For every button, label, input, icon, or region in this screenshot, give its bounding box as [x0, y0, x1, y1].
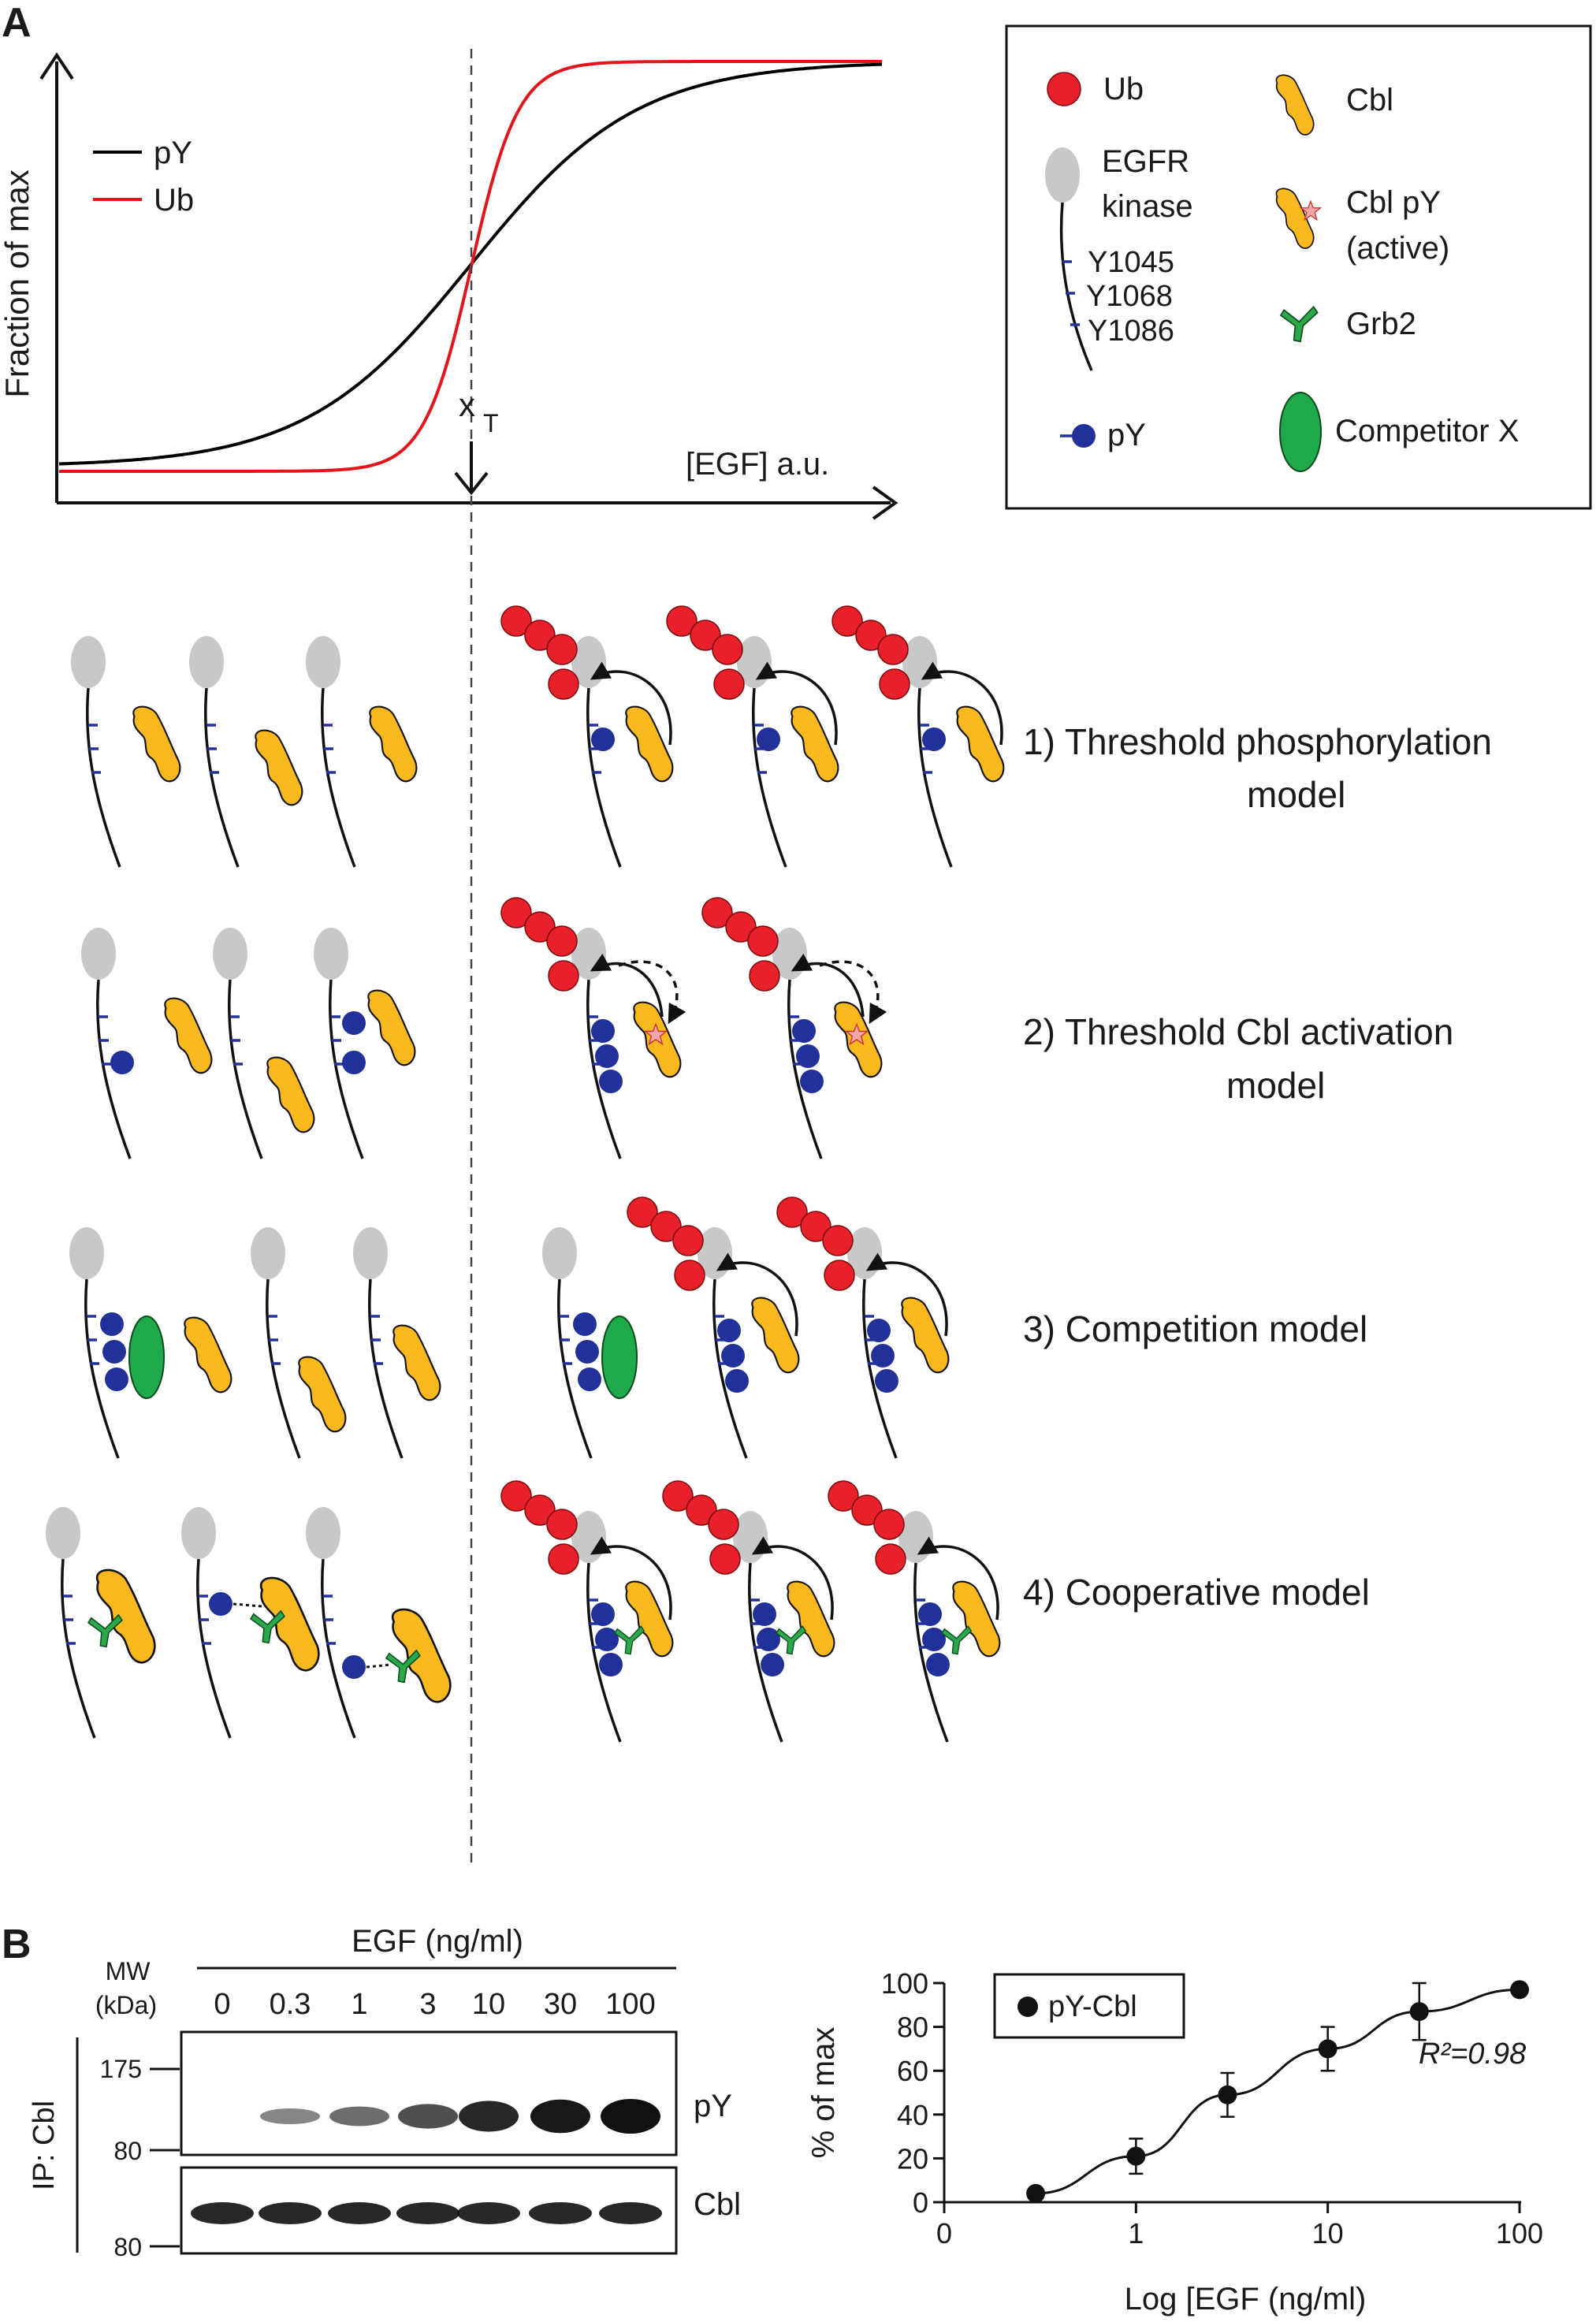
lane-label: 0.3: [270, 1988, 311, 2021]
model-4-illustration: [44, 1480, 1001, 1743]
lane-label: 100: [605, 1988, 655, 2021]
py-band: [329, 2106, 389, 2127]
py-icon: [1060, 424, 1096, 448]
cbl-band: [328, 2202, 391, 2224]
py-cbl-dose-response-chart: 0 20 40 60 80 100 0 1 10 100: [881, 1967, 1543, 2249]
data-point: [1026, 2183, 1046, 2203]
cbl-bands: [191, 2202, 662, 2224]
key-site-y1045: Y1045: [1088, 246, 1174, 279]
ub-icon: [1047, 72, 1081, 106]
y-axis-label: Fraction of max: [0, 169, 35, 397]
py-band: [459, 2101, 519, 2132]
grb2-icon: [1280, 306, 1319, 343]
legend-ub-label: Ub: [154, 183, 194, 218]
y-tick-label: 40: [897, 2099, 928, 2131]
ip-label: IP: Cbl: [28, 2101, 61, 2190]
py-band: [601, 2099, 660, 2134]
cbl-band: [599, 2202, 662, 2224]
cbl-band: [259, 2202, 322, 2224]
py-blot: [180, 2030, 678, 2156]
y-tick-label: 20: [897, 2142, 928, 2175]
py-band: [260, 2108, 320, 2124]
chart-b-legend: pY-Cbl: [993, 1973, 1185, 2039]
chart-b-legend-label: pY-Cbl: [1048, 1990, 1137, 2023]
mw-label-line2: (kDa): [95, 1991, 157, 2019]
mw-marker-175: 175: [100, 2055, 142, 2083]
lane-label: 30: [544, 1988, 577, 2021]
py-band: [398, 2104, 458, 2129]
py-band: [530, 2099, 590, 2134]
key-egfr-line1: EGFR: [1102, 144, 1189, 179]
symbol-key: Ub EGFR kinase Y1045 Y1068 Y1086 pY Cbl …: [1005, 24, 1592, 510]
cbl-blot-label: Cbl: [694, 2187, 741, 2222]
cbl-band: [457, 2202, 520, 2224]
r-squared-annotation: R²=0.98: [1419, 2037, 1526, 2071]
y-tick-label: 80: [897, 2011, 928, 2044]
py-bands: [260, 2099, 660, 2134]
x-axis-label: [EGF] a.u.: [686, 447, 829, 482]
key-egfr-line2: kinase: [1102, 189, 1193, 224]
cbl-active-icon: [1275, 188, 1315, 250]
cbl-icon: [1275, 74, 1315, 136]
y-tick-label: 100: [881, 1967, 928, 2000]
data-point: [1126, 2146, 1146, 2166]
mw-label-line1: MW: [106, 1957, 151, 1985]
data-point: [1218, 2085, 1237, 2104]
panel-b-label: B: [2, 1922, 32, 1967]
curve-legend: pY Ub: [93, 136, 194, 218]
egfr-receptor-icon: [1045, 147, 1093, 371]
mw-marker-80-bottom: 80: [113, 2233, 142, 2261]
model-3-title: 3) Competition model: [1023, 1308, 1367, 1349]
threshold-marker: x T: [454, 386, 499, 496]
model-3-illustration: [68, 1196, 950, 1460]
model-4-title: 4) Cooperative model: [1023, 1572, 1370, 1613]
egf-treatment-label: EGF (ng/ml): [352, 1924, 523, 1959]
cbl-band: [529, 2202, 592, 2224]
y-tick-label: 60: [897, 2055, 928, 2087]
model-1-illustration: [69, 605, 1005, 869]
x-tick-label: 10: [1312, 2217, 1344, 2249]
key-site-y1068: Y1068: [1086, 280, 1173, 313]
chart-b-xlabel: Log [EGF (ng/ml): [1125, 2282, 1367, 2316]
data-point: [1409, 2002, 1429, 2022]
key-grb2-label: Grb2: [1346, 307, 1416, 341]
lane-label: 10: [472, 1988, 505, 2021]
data-point: [1510, 1980, 1529, 2000]
panel-a-axes: [39, 52, 898, 520]
model-1-title: 1) Threshold phosphorylation: [1023, 721, 1492, 762]
key-cbl-py-line1: Cbl pY: [1346, 185, 1441, 220]
panel-a-label: A: [2, 0, 32, 46]
fit-curve: [1036, 1988, 1520, 2195]
legend-py-label: pY: [154, 136, 192, 170]
lane-label: 0: [214, 1988, 230, 2021]
key-py-label: pY: [1107, 418, 1146, 452]
key-cbl-label: Cbl: [1346, 83, 1393, 117]
threshold-subscript: T: [483, 409, 499, 437]
chart-b-ylabel: % of max: [806, 2027, 841, 2159]
cbl-band: [396, 2202, 459, 2224]
competitor-icon: [1279, 392, 1322, 472]
lane-label: 1: [351, 1988, 367, 2021]
threshold-label: x: [459, 386, 475, 423]
y-tick-label: 0: [913, 2186, 928, 2219]
lane-label: 3: [419, 1988, 436, 2021]
py-blot-label: pY: [694, 2089, 732, 2123]
x-tick-label: 0: [936, 2217, 952, 2249]
model-2-subtitle: model: [1226, 1065, 1325, 1106]
key-site-y1086: Y1086: [1088, 314, 1174, 348]
key-competitor-label: Competitor X: [1335, 414, 1519, 448]
model-2-illustration: [80, 897, 887, 1160]
model-1-subtitle: model: [1247, 774, 1345, 815]
x-tick-label: 100: [1496, 2217, 1543, 2249]
key-cbl-py-line2: (active): [1346, 231, 1449, 266]
lane-labels: 0 0.3 1 3 10 30 100: [214, 1988, 655, 2021]
mw-marker-80-top: 80: [113, 2137, 142, 2165]
data-point: [1318, 2039, 1337, 2059]
cbl-band: [191, 2202, 254, 2224]
model-2-title: 2) Threshold Cbl activation: [1023, 1011, 1453, 1052]
key-ub-label: Ub: [1103, 72, 1144, 106]
x-tick-label: 1: [1128, 2217, 1144, 2249]
